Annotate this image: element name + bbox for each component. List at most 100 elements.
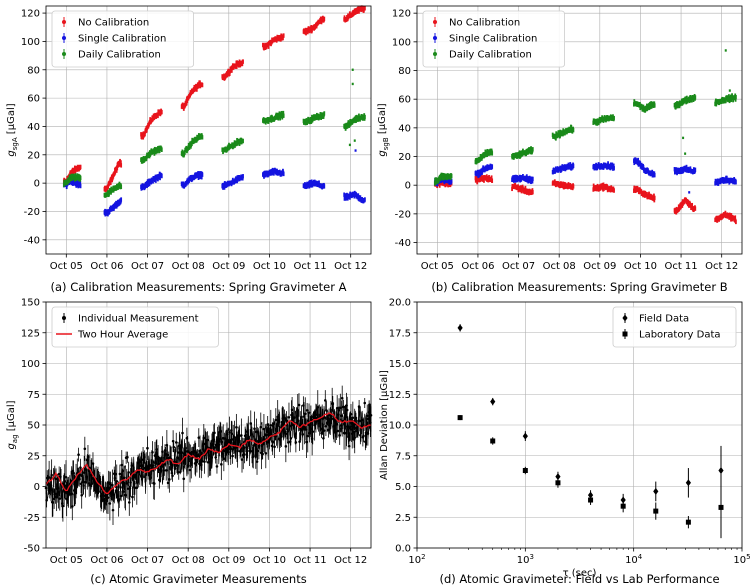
data-point — [732, 97, 734, 103]
data-point — [185, 101, 188, 106]
data-point — [87, 482, 91, 485]
x-tick-label: 102 — [408, 553, 425, 566]
y-label-subscript: sgB — [382, 137, 390, 150]
data-point — [682, 136, 685, 140]
y-tick-label: 100 — [21, 359, 40, 370]
data-point — [354, 118, 356, 124]
y-tick-label: 80 — [27, 65, 40, 76]
x-tick-label: Oct 09 — [212, 555, 245, 566]
data-point — [114, 472, 117, 476]
legend-item: Field Data — [622, 313, 689, 325]
data-point — [613, 188, 615, 193]
y-tick-label: 20 — [27, 150, 40, 161]
y-tick-label: 60 — [27, 94, 40, 105]
data-point — [282, 113, 285, 118]
y-tick-label: 120 — [21, 9, 40, 20]
data-point — [104, 208, 106, 214]
data-point — [271, 171, 273, 176]
data-point — [157, 113, 159, 119]
average-line — [45, 412, 371, 495]
outlier-points — [682, 49, 731, 194]
legend-box — [51, 10, 195, 68]
x-tick-label: Oct 09 — [212, 261, 245, 272]
data-point — [153, 482, 156, 485]
data-point — [235, 425, 238, 429]
data-point — [228, 71, 231, 76]
data-point — [354, 149, 357, 152]
x-tick-label: Oct 12 — [705, 261, 738, 272]
data-point — [733, 177, 736, 182]
data-point — [161, 450, 164, 454]
legend-item: Two Hour Average — [56, 330, 168, 341]
data-point — [327, 428, 330, 432]
data-point — [724, 98, 727, 104]
data-point — [522, 468, 528, 474]
data-point — [126, 455, 129, 459]
data-points-d — [457, 324, 724, 539]
x-tick-label: 103 — [517, 553, 534, 566]
data-point — [120, 163, 123, 168]
data-point — [653, 103, 656, 108]
data-point — [715, 215, 718, 221]
legend-label: Laboratory Data — [639, 330, 721, 341]
y-tick-label: -40 — [24, 235, 40, 246]
data-point — [450, 178, 453, 184]
data-point — [735, 180, 737, 185]
x-tick-label: 105 — [733, 553, 750, 566]
data-point — [242, 59, 244, 64]
data-point — [491, 178, 494, 183]
data-points-b — [433, 49, 737, 225]
data-point — [201, 172, 204, 177]
data-point — [152, 179, 154, 184]
data-point — [529, 176, 532, 181]
data-point — [197, 175, 200, 181]
x-tick-label: Oct 08 — [172, 555, 205, 566]
data-point — [601, 182, 604, 188]
data-point — [531, 147, 534, 152]
data-point — [520, 188, 523, 194]
y-tick-label: 60 — [398, 95, 411, 106]
data-point — [569, 127, 572, 132]
data-point — [310, 179, 313, 184]
data-point — [694, 206, 697, 211]
data-point — [571, 129, 574, 134]
legend-label: No Calibration — [78, 18, 149, 29]
x-tick-label: Oct 11 — [293, 261, 326, 272]
data-point — [345, 195, 348, 201]
data-point — [201, 135, 204, 140]
axis-ticks-b: -40 -20 0 20 40 60 80 100 120 Oct 05 Oct 06 Oct 07 O… — [392, 9, 738, 272]
panel-c: -50 -25 0 25 50 75 100 125 150 Oct 05 Oct 06 Oct 07… — [6, 298, 373, 586]
caption-b: (b) Calibration Measurements: Spring Gra… — [431, 280, 727, 294]
data-point — [135, 486, 139, 490]
data-point — [347, 444, 351, 448]
data-point — [345, 17, 348, 22]
x-tick-label: Oct 06 — [90, 555, 123, 566]
data-point — [57, 472, 61, 476]
data-point — [358, 419, 362, 423]
data-point — [678, 205, 681, 211]
outlier-points — [348, 68, 357, 152]
data-point — [555, 473, 561, 481]
y-tick-label: -50 — [24, 544, 40, 555]
data-point — [490, 175, 493, 180]
x-tick-label: Oct 08 — [172, 261, 205, 272]
data-point — [283, 417, 287, 420]
data-point — [271, 440, 274, 444]
data-point — [457, 415, 463, 421]
data-point — [213, 431, 216, 435]
plot-frame-a — [45, 5, 372, 255]
data-point — [186, 450, 189, 453]
data-point — [650, 101, 653, 106]
data-point — [160, 147, 163, 152]
data-point — [728, 215, 731, 220]
data-point — [242, 174, 244, 179]
x-tick-label: Oct 05 — [50, 261, 83, 272]
data-point — [613, 115, 615, 121]
data-point — [236, 449, 239, 453]
data-point — [273, 445, 276, 449]
axis-ticks-d: 0.0 2.5 5.0 7.5 10.0 12.5 15.0 17.5 20.0 102 103 10… — [389, 298, 751, 567]
y-tick-label: 12.5 — [389, 390, 411, 401]
x-tick-exponent: 5 — [746, 553, 750, 561]
y-axis-label-d: Allan Deviation [μGal] — [379, 370, 390, 480]
data-point — [525, 151, 528, 157]
